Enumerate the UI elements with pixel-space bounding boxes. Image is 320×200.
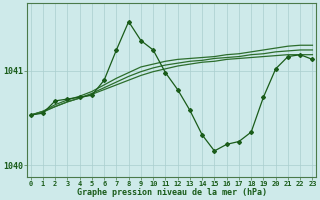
X-axis label: Graphe pression niveau de la mer (hPa): Graphe pression niveau de la mer (hPa) — [76, 188, 267, 197]
